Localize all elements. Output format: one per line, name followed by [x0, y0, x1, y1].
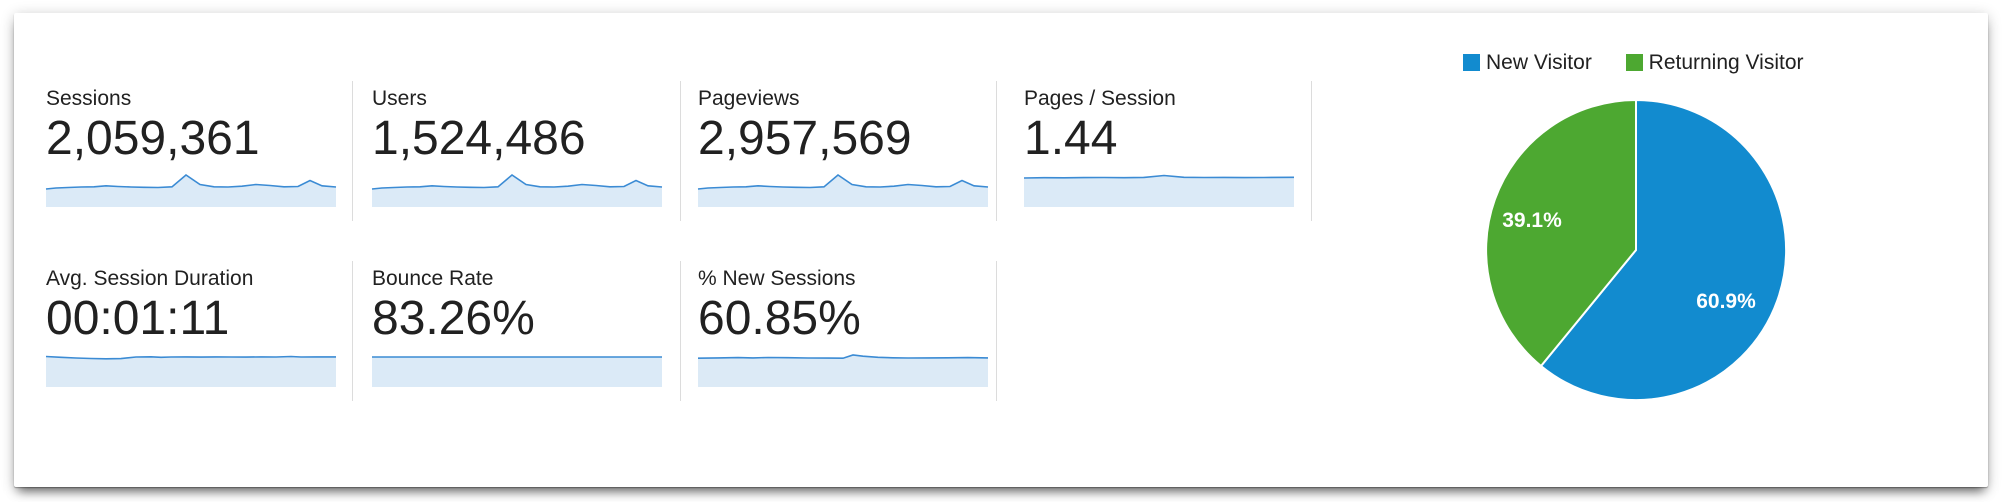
svg-text:60.9%: 60.9% — [1696, 290, 1756, 313]
svg-text:39.1%: 39.1% — [1502, 209, 1562, 232]
